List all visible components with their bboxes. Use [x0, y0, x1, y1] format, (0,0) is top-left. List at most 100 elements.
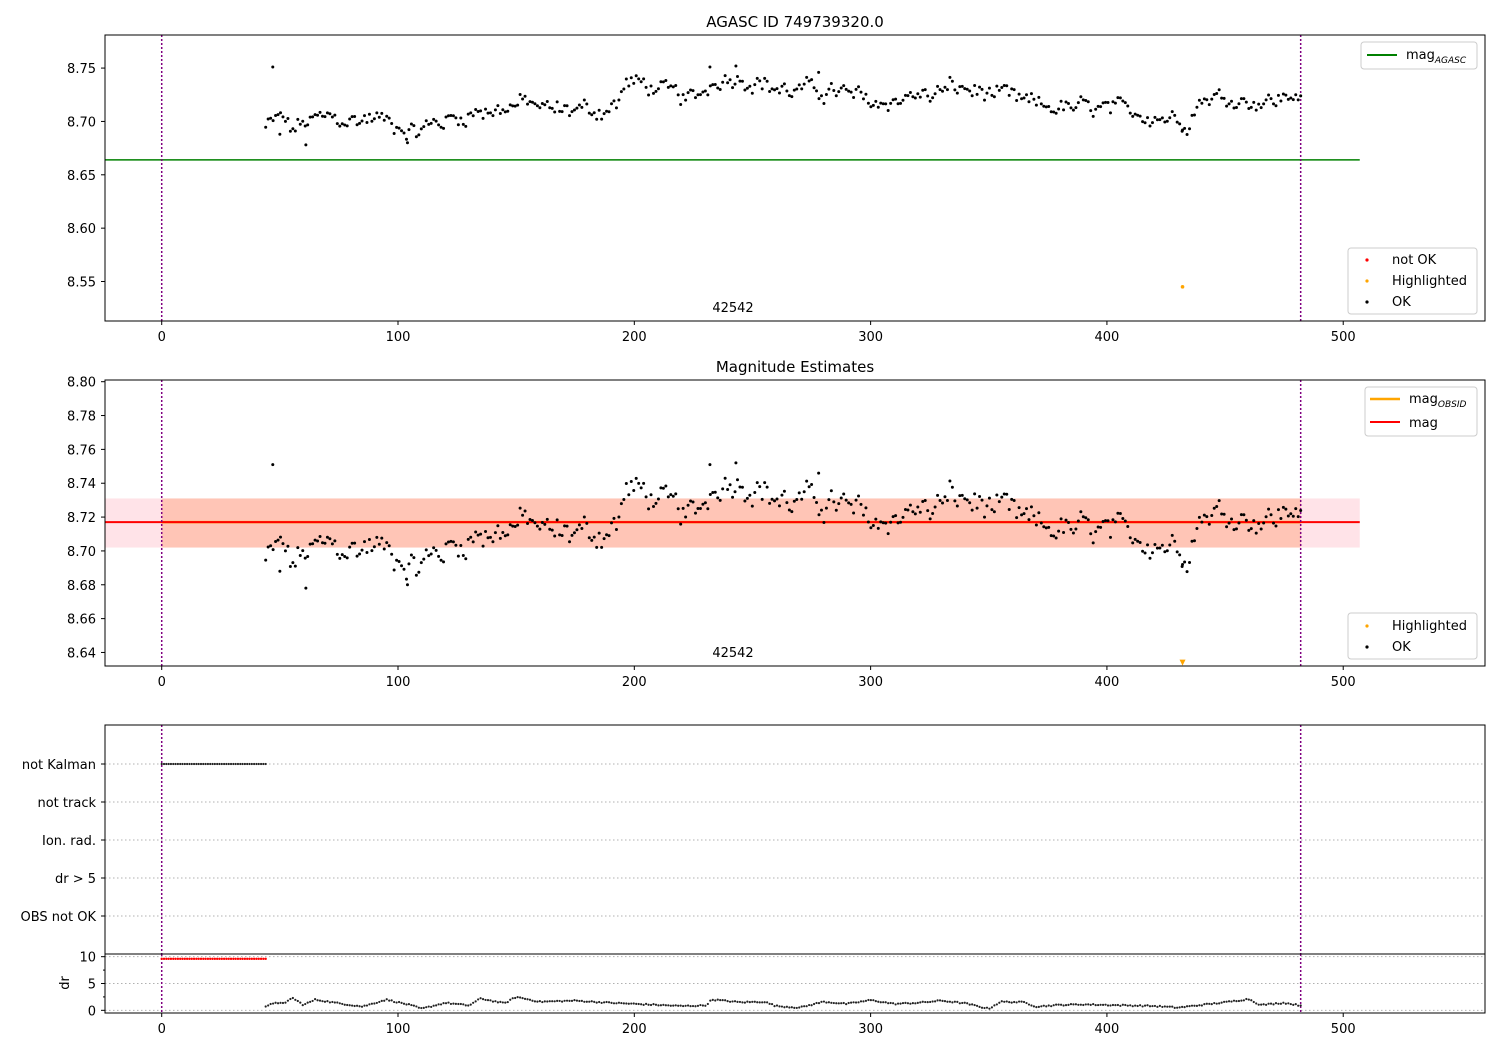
- ok-point: [866, 101, 870, 105]
- dr-point: [1171, 1005, 1174, 1008]
- ok-point: [595, 117, 599, 121]
- ok-point: [768, 89, 772, 93]
- dr-point: [795, 1006, 798, 1010]
- not-kalman-point: [174, 762, 177, 766]
- dr-point: [941, 999, 944, 1003]
- ok-point: [521, 97, 525, 101]
- ok-point: [288, 129, 292, 133]
- dr-point: [909, 1002, 912, 1005]
- ok-point: [293, 129, 297, 133]
- mag-ok-point: [884, 521, 888, 525]
- mag-ok-point: [535, 524, 539, 528]
- dr-point: [1176, 1006, 1179, 1009]
- mag-ok-point: [763, 481, 767, 485]
- mag-ok-point: [647, 507, 651, 511]
- ok-point: [1227, 102, 1231, 106]
- ok-point: [530, 100, 534, 104]
- dr-point: [1215, 1002, 1218, 1005]
- mag-ok-point: [417, 570, 421, 574]
- mag-ok-point: [659, 486, 663, 490]
- dr-point: [289, 997, 292, 1001]
- dr-point: [472, 1001, 475, 1004]
- legend-mag-obsid-text: mag: [1409, 392, 1438, 407]
- dr-red-point: [185, 957, 189, 961]
- ok-point: [652, 91, 655, 95]
- dr-point: [862, 1000, 865, 1003]
- dr-point: [1087, 1003, 1090, 1006]
- ok-point: [543, 103, 547, 107]
- not-kalman-point: [190, 762, 193, 766]
- dr-point: [884, 1001, 887, 1004]
- ok-point: [1220, 96, 1224, 100]
- mag-ok-point: [304, 586, 308, 590]
- dr-point: [598, 1000, 601, 1004]
- dr-point: [1269, 1002, 1273, 1005]
- dr-point: [733, 1000, 737, 1003]
- dr-red-point: [206, 957, 210, 961]
- ok-point: [469, 111, 473, 115]
- mag-ok-point: [563, 524, 567, 528]
- mag-ok-point: [568, 540, 572, 544]
- mag-ok-point: [1252, 519, 1256, 523]
- mag-ok-point: [553, 534, 557, 538]
- ok-point: [881, 102, 885, 106]
- ok-point: [965, 87, 969, 91]
- mag-ok-point: [1281, 505, 1285, 509]
- ok-point: [948, 75, 952, 79]
- mag-ok-point: [264, 558, 268, 562]
- mag-ok-point: [362, 540, 366, 544]
- mag-ok-point: [928, 517, 932, 521]
- ok-point: [1173, 113, 1177, 117]
- dr-red-point: [250, 957, 254, 961]
- legend-top-agasc-box: [1360, 41, 1478, 70]
- mag-ok-point: [612, 516, 616, 520]
- ok-point: [590, 113, 594, 117]
- mag-ok-point: [760, 497, 764, 501]
- mag-ok-point: [997, 500, 1001, 504]
- ok-point: [617, 98, 621, 102]
- mag-ok-point: [395, 558, 399, 562]
- mag-ok-point: [1037, 511, 1041, 515]
- dr-point: [788, 1006, 791, 1009]
- mag-ok-point: [1032, 514, 1036, 518]
- dr-point: [652, 1003, 655, 1006]
- ok-point: [693, 96, 697, 100]
- ok-point: [960, 84, 964, 88]
- dr-point: [711, 998, 714, 1001]
- ok-point: [708, 84, 712, 88]
- dr-point: [464, 1004, 467, 1007]
- mag-ok-point: [913, 512, 917, 516]
- mag-ok-point: [1131, 541, 1135, 545]
- dr-point: [805, 1005, 808, 1008]
- dr-point: [815, 1001, 818, 1005]
- ok-point: [664, 79, 668, 83]
- ok-point: [328, 112, 332, 116]
- mag-ok-point: [642, 481, 646, 485]
- mag-ok-point: [1242, 513, 1246, 517]
- dr-point: [951, 1001, 954, 1004]
- mag-ok-point: [735, 478, 739, 482]
- mag-ok-point: [1071, 531, 1075, 535]
- panel-agasc-plot: 8.55 8.60 8.65 8.70 8.75 0 100 200 300 400 500: [67, 35, 1360, 345]
- dr-point: [622, 1002, 625, 1005]
- ok-point: [597, 108, 601, 112]
- dr-point: [877, 1000, 880, 1003]
- ok-point: [1254, 108, 1258, 112]
- ok-point: [1202, 97, 1206, 101]
- mag-ok-point: [861, 513, 865, 517]
- ok-point: [639, 80, 643, 84]
- mag-ok-point: [790, 510, 794, 514]
- dr-point: [583, 1000, 586, 1003]
- mag-ok-point: [266, 545, 270, 549]
- dr-red-point: [213, 957, 217, 961]
- mag-ok-point: [706, 507, 710, 511]
- ok-point: [1108, 111, 1112, 115]
- ok-point: [1059, 99, 1063, 103]
- mag-ok-point: [286, 544, 290, 548]
- not-kalman-point: [188, 762, 191, 766]
- ok-point: [896, 102, 900, 106]
- p4-xtick-label: 300: [858, 1022, 883, 1037]
- dr-point: [437, 1003, 440, 1006]
- dr-point: [1267, 1002, 1270, 1005]
- ok-point: [276, 113, 280, 117]
